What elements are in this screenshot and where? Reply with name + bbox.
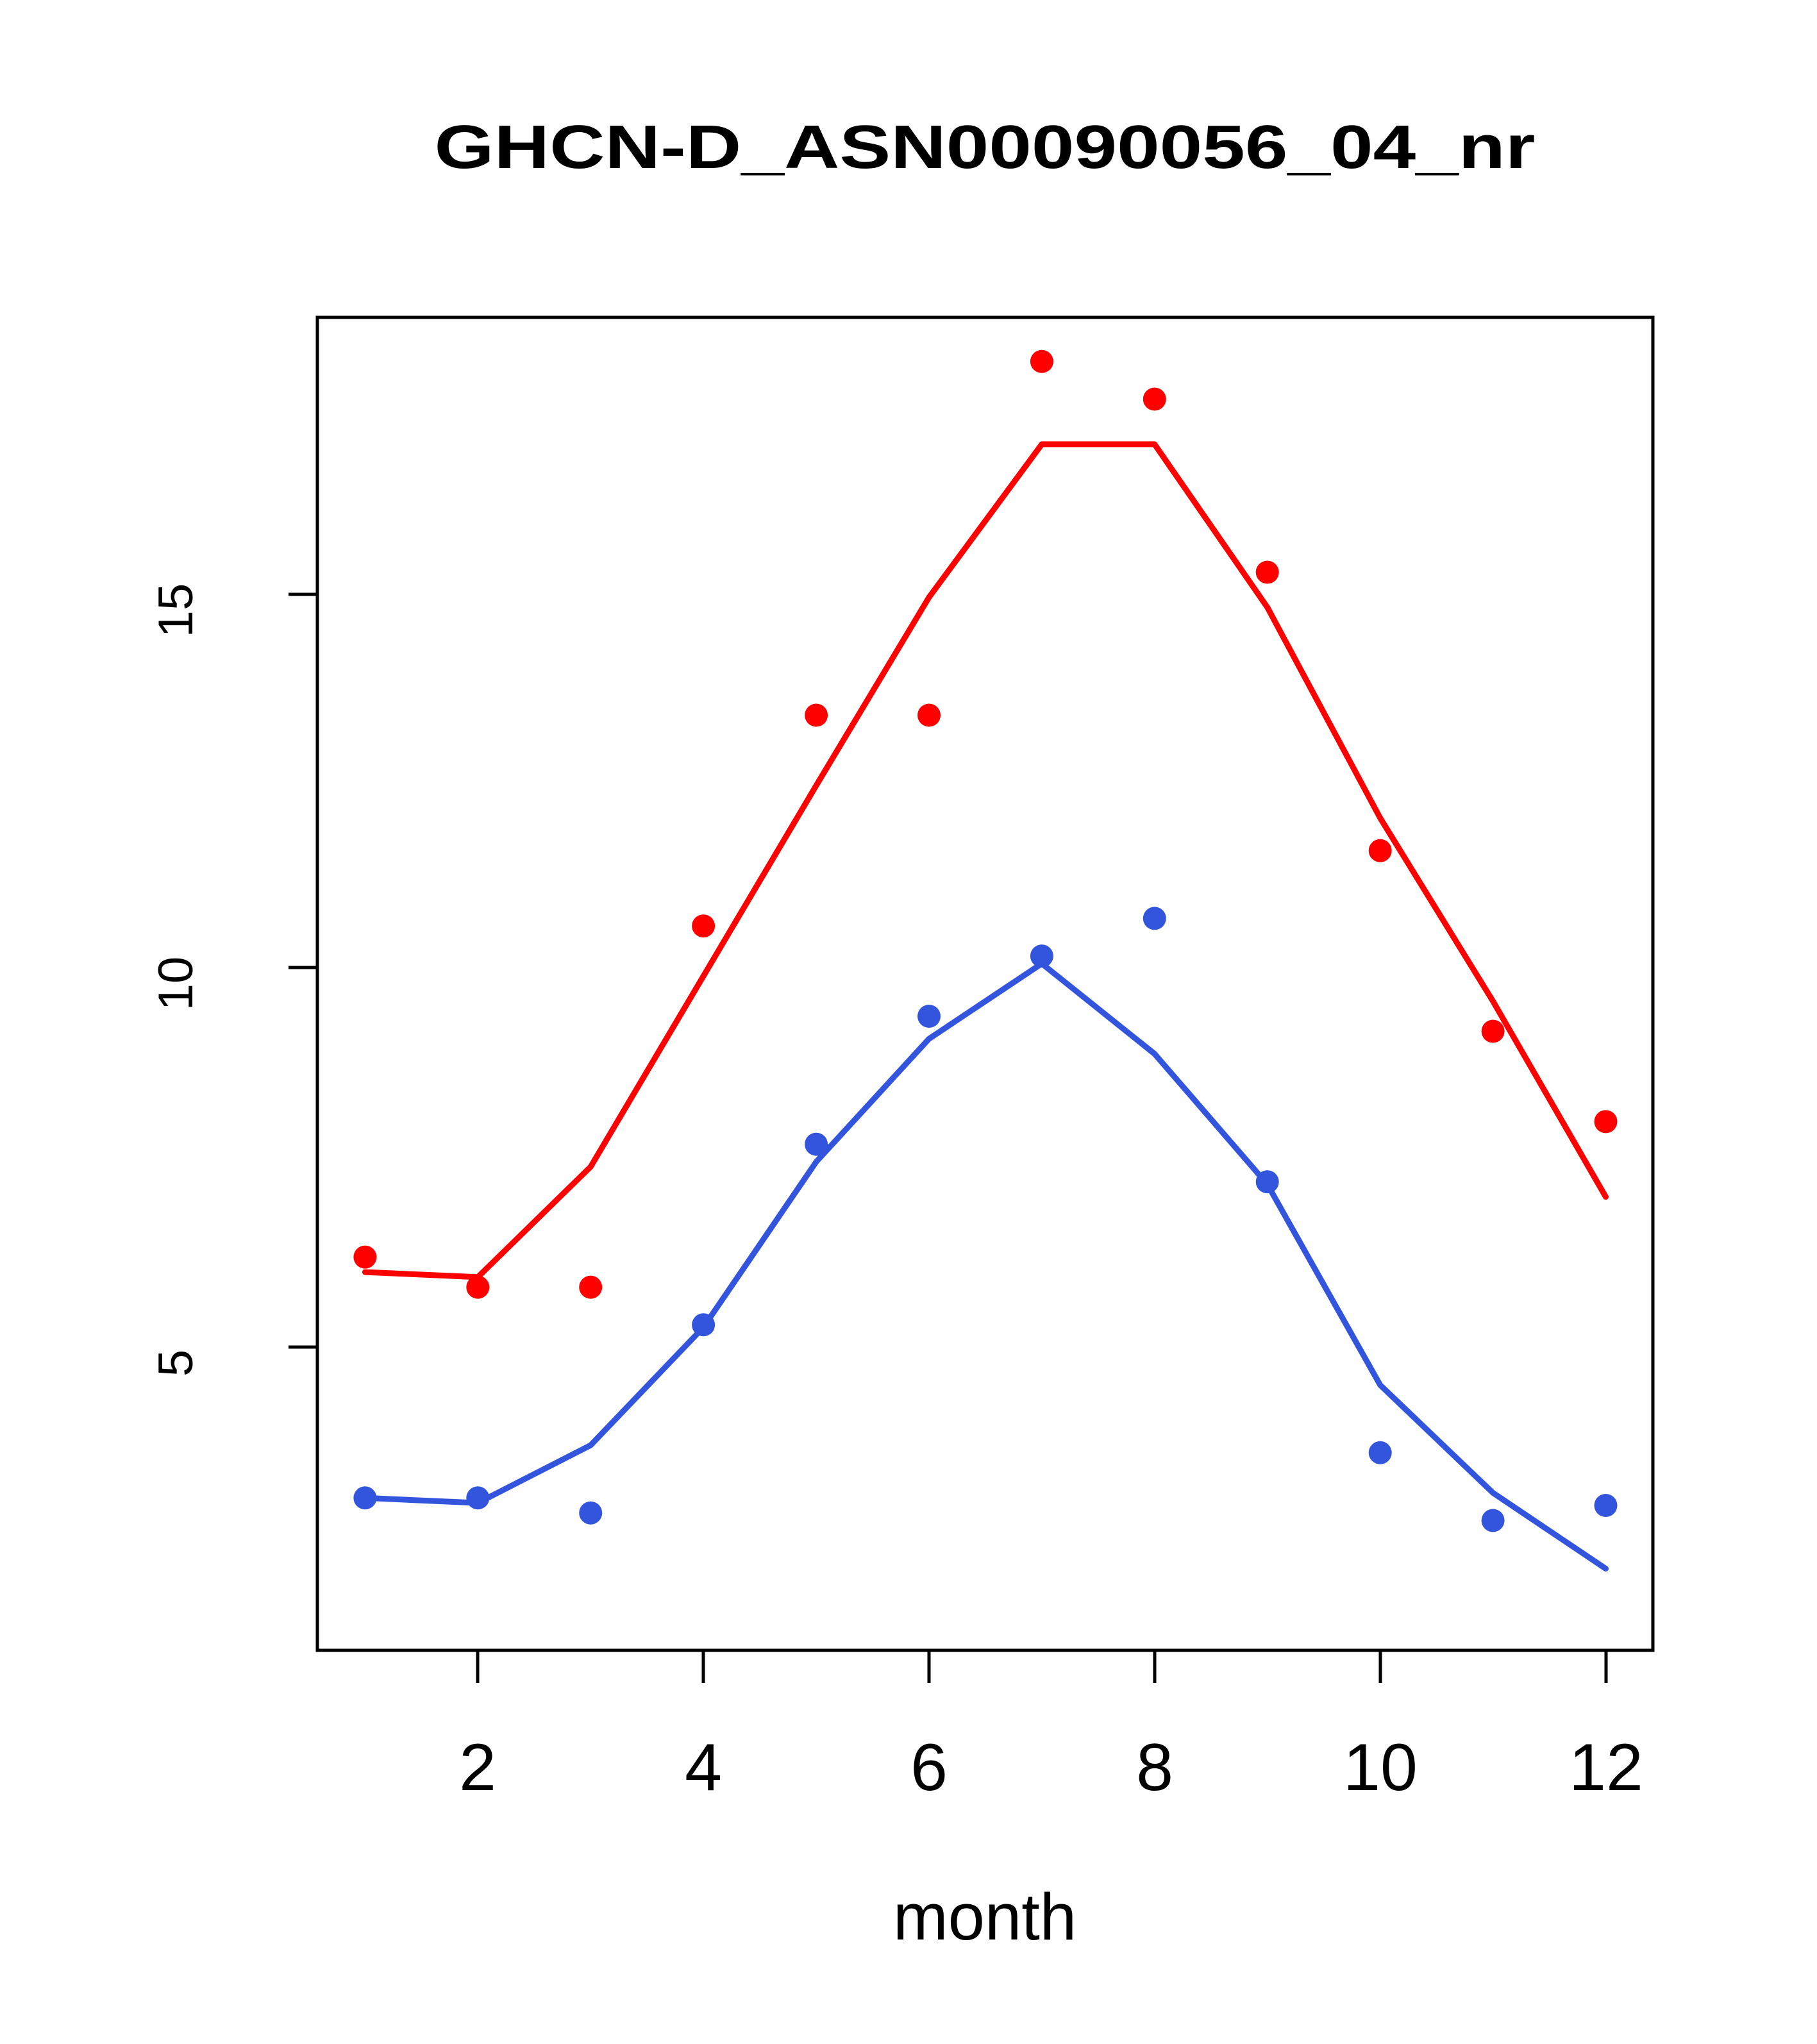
svg-text:4: 4 — [685, 1730, 722, 1805]
svg-text:8: 8 — [1136, 1730, 1173, 1805]
svg-text:6: 6 — [910, 1730, 948, 1805]
svg-text:10: 10 — [149, 957, 203, 1011]
svg-text:10: 10 — [1343, 1730, 1418, 1805]
svg-text:GHCN-D_ASN00090056_04_nr: GHCN-D_ASN00090056_04_nr — [435, 113, 1536, 181]
svg-text:12: 12 — [1569, 1730, 1643, 1805]
svg-text:15: 15 — [149, 583, 203, 638]
svg-text:month: month — [893, 1880, 1076, 1954]
svg-text:5: 5 — [149, 1350, 203, 1377]
svg-text:2: 2 — [459, 1730, 496, 1805]
